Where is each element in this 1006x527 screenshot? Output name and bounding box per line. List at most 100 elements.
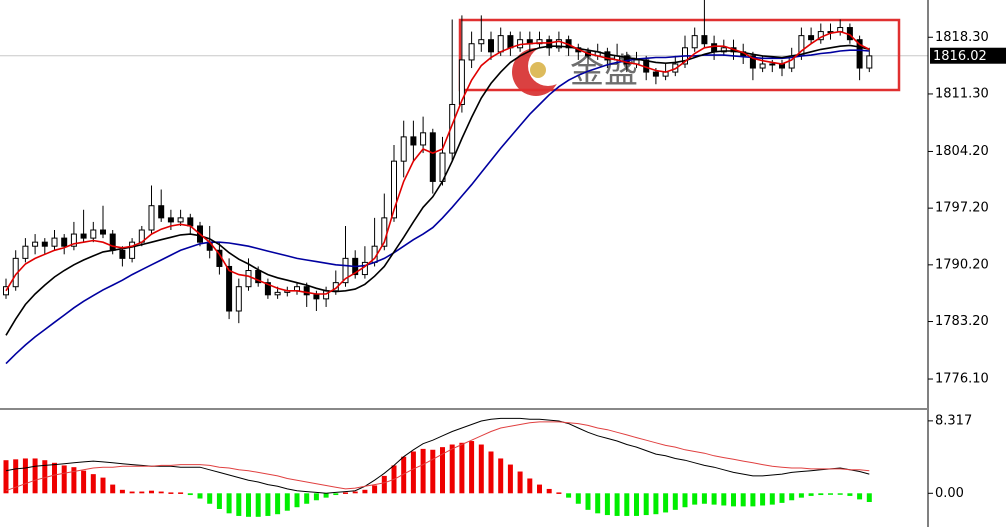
candle-body bbox=[478, 39, 485, 45]
histogram-bar bbox=[614, 493, 620, 516]
candle-body bbox=[497, 35, 504, 53]
histogram-bar bbox=[527, 478, 533, 494]
candle-body bbox=[22, 245, 29, 259]
histogram-bar bbox=[3, 460, 9, 494]
histogram-bar bbox=[246, 493, 251, 517]
y-tick-label: 8.317 bbox=[935, 413, 972, 428]
histogram-bar bbox=[672, 493, 678, 510]
logo-dot bbox=[530, 62, 546, 78]
histogram-bar bbox=[313, 493, 319, 501]
candle-body bbox=[749, 55, 756, 69]
histogram-bar bbox=[13, 459, 19, 494]
histogram-bar bbox=[663, 493, 669, 513]
candle-body bbox=[313, 294, 320, 300]
histogram-bar bbox=[343, 492, 348, 494]
candle-body bbox=[711, 43, 718, 53]
histogram-bar bbox=[265, 493, 271, 516]
histogram-bar bbox=[32, 458, 38, 494]
histogram-bar bbox=[546, 488, 552, 494]
candle-body bbox=[61, 237, 68, 247]
line-series bbox=[5, 44, 870, 336]
y-tick-label: 1804.20 bbox=[935, 144, 989, 159]
histogram-bar bbox=[420, 448, 426, 494]
histogram-bar bbox=[750, 493, 756, 507]
histogram-bar bbox=[158, 491, 164, 494]
histogram-bar bbox=[701, 493, 707, 504]
histogram-bar bbox=[847, 493, 853, 496]
candle-body bbox=[468, 43, 475, 61]
histogram-bar bbox=[643, 493, 649, 516]
y-tick-label: 1776.10 bbox=[935, 372, 989, 387]
histogram-bar bbox=[110, 484, 116, 494]
y-tick-label: 1811.30 bbox=[935, 86, 989, 101]
candle-body bbox=[856, 39, 863, 69]
histogram-bar bbox=[789, 493, 795, 501]
y-tick-label: 0.00 bbox=[935, 486, 964, 501]
histogram-bar bbox=[760, 493, 766, 506]
histogram-bar bbox=[808, 493, 814, 496]
histogram-bar bbox=[255, 493, 261, 517]
histogram-bar bbox=[139, 491, 145, 494]
candle-body bbox=[109, 233, 116, 251]
candle-body bbox=[701, 35, 708, 45]
candle-body bbox=[488, 39, 494, 53]
histogram-bar bbox=[81, 470, 87, 494]
candle-body bbox=[119, 249, 126, 259]
histogram-bar bbox=[498, 458, 504, 494]
histogram-bar bbox=[362, 489, 368, 494]
candle-body bbox=[187, 217, 194, 227]
candle-body bbox=[458, 59, 465, 105]
histogram-bar bbox=[119, 489, 125, 494]
histogram-bar bbox=[604, 493, 610, 516]
candle-body bbox=[652, 71, 659, 77]
histogram-bar bbox=[449, 444, 455, 494]
histogram-bar bbox=[216, 493, 222, 509]
candle-body bbox=[274, 291, 281, 296]
candle-body bbox=[51, 237, 58, 247]
histogram-bar bbox=[585, 493, 591, 510]
highlight-box bbox=[458, 18, 901, 92]
candle-body bbox=[245, 270, 252, 288]
histogram-bar bbox=[837, 493, 843, 495]
histogram-bar bbox=[488, 451, 494, 494]
histogram-bar bbox=[90, 474, 96, 494]
histogram-bar bbox=[556, 492, 562, 494]
candle-body bbox=[148, 205, 155, 231]
histogram-bar bbox=[61, 465, 67, 494]
histogram-bar bbox=[187, 493, 193, 496]
candle-body bbox=[720, 47, 727, 53]
candle-body bbox=[80, 233, 87, 239]
histogram-bar bbox=[537, 484, 542, 494]
candle-body bbox=[808, 35, 815, 41]
candle-body bbox=[410, 136, 417, 146]
line-series bbox=[5, 421, 870, 492]
histogram-bar bbox=[22, 458, 28, 494]
histogram-bar bbox=[779, 493, 785, 503]
histogram-bar bbox=[653, 493, 659, 515]
histogram-bar bbox=[410, 451, 416, 494]
histogram-bar bbox=[381, 475, 387, 494]
histogram-bar bbox=[207, 493, 213, 504]
histogram-bar bbox=[634, 493, 639, 516]
histogram-bar bbox=[333, 493, 339, 496]
histogram-bar bbox=[100, 477, 106, 494]
histogram-bar bbox=[42, 460, 48, 494]
histogram-bar bbox=[197, 493, 203, 499]
last-price-label: 1816.02 bbox=[933, 49, 987, 64]
histogram-bar bbox=[798, 493, 804, 498]
candle-body bbox=[555, 39, 562, 49]
candle-body bbox=[303, 286, 310, 296]
histogram-bar bbox=[469, 441, 475, 494]
histogram-bar bbox=[294, 493, 300, 508]
y-tick-label: 1818.30 bbox=[935, 30, 989, 45]
last-price-box bbox=[930, 47, 1006, 64]
candle-body bbox=[235, 286, 242, 312]
candle-body bbox=[400, 136, 407, 162]
histogram-bar bbox=[866, 493, 872, 503]
candle-body bbox=[167, 217, 174, 223]
histogram-bar bbox=[430, 449, 436, 494]
histogram-bar bbox=[769, 493, 775, 505]
histogram-bar bbox=[692, 493, 698, 505]
histogram-bar bbox=[372, 485, 378, 494]
candle-body bbox=[449, 103, 456, 154]
